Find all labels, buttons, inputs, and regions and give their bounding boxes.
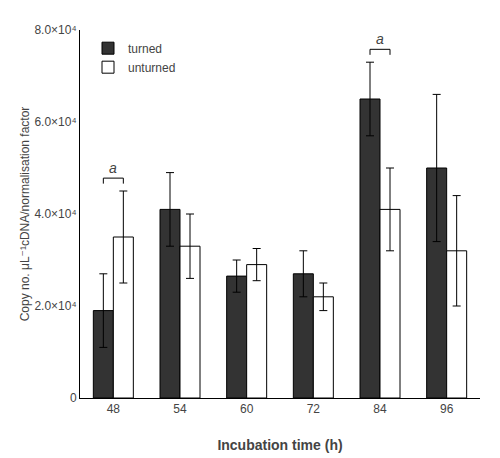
svg-text:72: 72 [307, 402, 321, 416]
svg-text:48: 48 [107, 402, 121, 416]
svg-text:4.0×10⁴: 4.0×10⁴ [34, 207, 76, 221]
svg-text:54: 54 [173, 402, 187, 416]
svg-text:96: 96 [440, 402, 454, 416]
svg-text:6.0×10⁴: 6.0×10⁴ [34, 115, 76, 129]
svg-text:0: 0 [70, 391, 77, 405]
svg-text:a: a [109, 160, 117, 176]
svg-text:8.0×10⁴: 8.0×10⁴ [34, 23, 76, 37]
svg-text:unturned: unturned [128, 61, 175, 75]
svg-text:turned: turned [128, 42, 162, 56]
svg-text:Copy no. μL⁻¹cDNA/normalisatio: Copy no. μL⁻¹cDNA/normalisation factor [18, 107, 32, 322]
svg-text:Incubation time (h): Incubation time (h) [217, 437, 342, 453]
svg-text:a: a [376, 31, 384, 47]
svg-text:2.0×10⁴: 2.0×10⁴ [34, 299, 76, 313]
svg-text:60: 60 [240, 402, 254, 416]
svg-text:84: 84 [373, 402, 387, 416]
